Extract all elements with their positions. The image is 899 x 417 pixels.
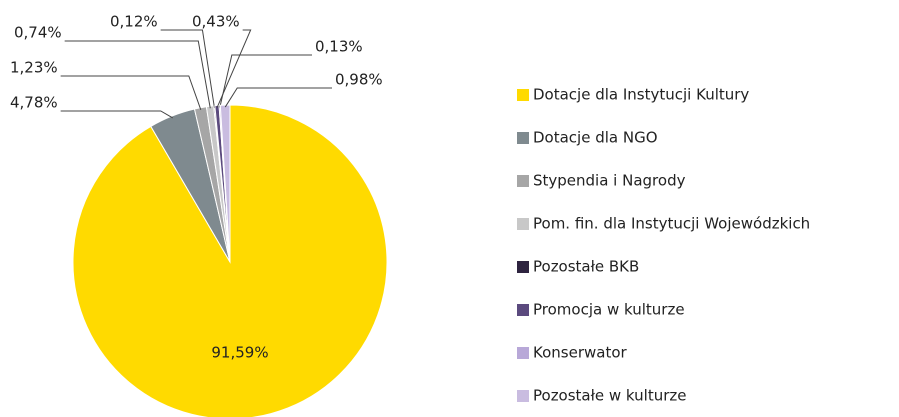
legend-label: Promocja w kulturze xyxy=(533,301,685,319)
legend-swatch xyxy=(517,175,529,187)
data-label: 91,59% xyxy=(211,344,268,362)
legend-swatch xyxy=(517,218,529,230)
legend-label: Pozostałe BKB xyxy=(533,258,639,276)
leader-line xyxy=(64,40,211,109)
leader-line xyxy=(219,54,312,108)
legend-swatch xyxy=(517,261,529,273)
data-label: 0,13% xyxy=(315,38,363,56)
legend-label: Pom. fin. dla Instytucji Wojewódzkich xyxy=(533,215,810,233)
legend-swatch xyxy=(517,132,529,144)
data-label: 1,23% xyxy=(10,59,58,77)
leader-line xyxy=(160,29,215,108)
pie-slice xyxy=(219,104,231,263)
leader-line xyxy=(216,29,252,108)
legend-label: Pozostałe w kulturze xyxy=(533,387,686,405)
legend-label: Dotacje dla Instytucji Kultury xyxy=(533,86,749,104)
data-label: 0,12% xyxy=(110,13,158,31)
legend-swatch xyxy=(517,89,529,101)
legend-swatch xyxy=(517,347,529,359)
legend-label: Dotacje dla NGO xyxy=(533,129,658,147)
leader-line xyxy=(224,87,332,108)
data-label: 0,43% xyxy=(192,13,240,31)
data-label: 0,74% xyxy=(14,24,62,42)
legend-label: Konserwator xyxy=(533,344,628,362)
data-label: 0,98% xyxy=(335,71,383,89)
leader-line xyxy=(60,110,174,119)
legend-swatch xyxy=(517,304,529,316)
legend-swatch xyxy=(517,390,529,402)
pie-slice xyxy=(72,104,388,417)
data-label: 4,78% xyxy=(10,94,58,112)
legend-label: Stypendia i Nagrody xyxy=(533,172,686,190)
leader-line xyxy=(60,75,202,110)
